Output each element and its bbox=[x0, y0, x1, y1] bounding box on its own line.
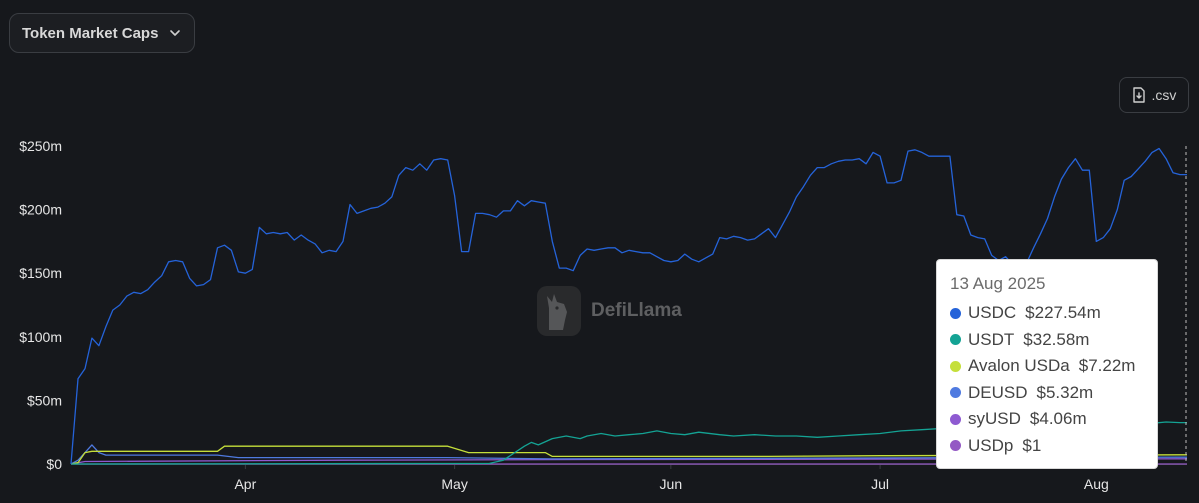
tooltip-date: 13 Aug 2025 bbox=[950, 274, 1046, 293]
token-market-caps-dropdown[interactable]: Token Market Caps bbox=[9, 13, 195, 53]
tooltip-row: syUSD $4.06m bbox=[950, 406, 1145, 433]
x-tick-label: Jul bbox=[871, 476, 889, 492]
tooltip-series-name: USDC bbox=[968, 303, 1017, 323]
tooltip-row: DEUSD $5.32m bbox=[950, 380, 1145, 407]
y-tick-label: $250m bbox=[19, 138, 62, 154]
tooltip-row: Avalon USDa $7.22m bbox=[950, 353, 1145, 380]
x-tick-label: May bbox=[441, 476, 467, 492]
series-color-dot bbox=[950, 334, 961, 346]
tooltip-row: USDT $32.58m bbox=[950, 327, 1145, 354]
x-tick-label: Apr bbox=[234, 476, 256, 492]
tooltip-series-value: $227.54m bbox=[1025, 303, 1101, 323]
csv-download-button[interactable]: .csv bbox=[1119, 77, 1189, 113]
y-tick-label: $150m bbox=[19, 265, 62, 281]
tooltip-series-name: USDp bbox=[968, 435, 1014, 455]
tooltip-rows: USDC $227.54m USDT $32.58m Avalon USDa $7.22m… bbox=[950, 300, 1145, 459]
series-color-dot bbox=[950, 413, 961, 425]
x-tick-label: Jun bbox=[660, 476, 683, 492]
chevron-down-icon bbox=[170, 30, 180, 36]
llama-logo-icon bbox=[537, 286, 581, 336]
tooltip-series-value: $4.06m bbox=[1029, 409, 1087, 429]
y-tick-label: $100m bbox=[19, 329, 62, 345]
y-tick-label: $200m bbox=[19, 202, 62, 218]
series-color-dot bbox=[950, 440, 961, 452]
tooltip-series-value: $1 bbox=[1022, 435, 1042, 455]
tooltip-series-value: $7.22m bbox=[1078, 356, 1136, 376]
watermark-text: DefiLlama bbox=[591, 300, 682, 321]
y-axis-labels: $0 $50m $100m $150m $200m $250m bbox=[19, 138, 62, 472]
y-tick-label: $0 bbox=[46, 456, 62, 472]
dropdown-label: Token Market Caps bbox=[22, 24, 159, 42]
series-line-syusd bbox=[70, 458, 1187, 465]
chart-tooltip: 13 Aug 2025 USDC $227.54m USDT $32.58m Avalo… bbox=[936, 259, 1158, 469]
tooltip-series-name: USDT bbox=[968, 329, 1015, 349]
series-color-dot bbox=[950, 307, 961, 319]
tooltip-row: USDp $1 bbox=[950, 433, 1145, 460]
series-color-dot bbox=[950, 360, 961, 372]
defillama-watermark: DefiLlama bbox=[537, 286, 682, 336]
x-axis-ticks: Apr May Jun Jul Aug bbox=[234, 464, 1109, 492]
tooltip-series-value: $5.32m bbox=[1036, 382, 1094, 402]
tooltip-row: USDC $227.54m bbox=[950, 300, 1145, 327]
tooltip-series-value: $32.58m bbox=[1023, 329, 1090, 349]
tooltip-series-name: syUSD bbox=[968, 409, 1021, 429]
series-color-dot bbox=[950, 387, 961, 399]
tooltip-series-name: DEUSD bbox=[968, 382, 1028, 402]
x-tick-label: Aug bbox=[1084, 476, 1109, 492]
tooltip-series-name: Avalon USDa bbox=[968, 356, 1070, 376]
csv-label: .csv bbox=[1151, 87, 1177, 103]
file-download-icon bbox=[1132, 87, 1145, 103]
y-tick-label: $50m bbox=[27, 392, 62, 408]
